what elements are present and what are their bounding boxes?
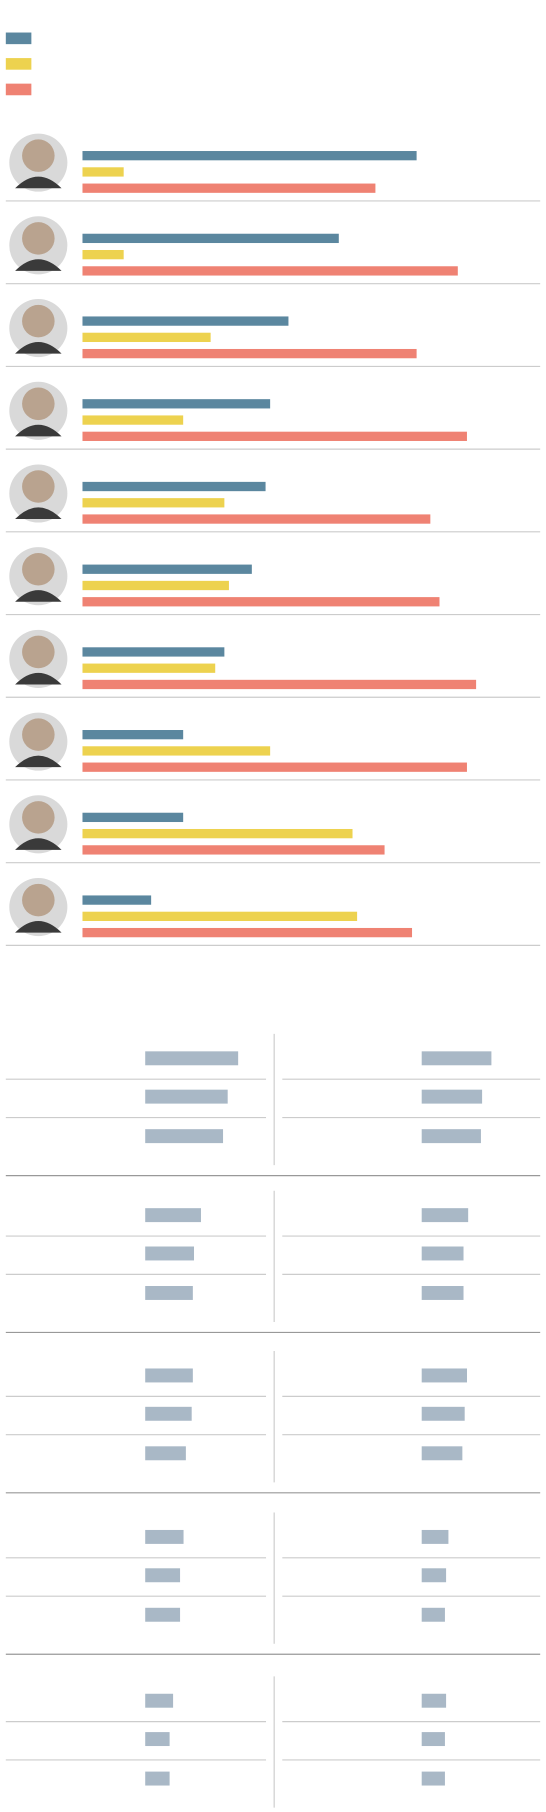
bar: [82, 415, 184, 425]
photo-body: [15, 342, 62, 354]
bar: [82, 233, 339, 244]
photo-head: [22, 718, 55, 751]
bar: [145, 1446, 186, 1461]
bar: [421, 1568, 447, 1583]
bar: [82, 151, 417, 161]
photo-head: [22, 883, 55, 917]
photo-body: [15, 838, 62, 850]
bar: [82, 564, 252, 574]
bar: [145, 1568, 181, 1583]
bar: [82, 249, 124, 260]
bar: [421, 1051, 492, 1066]
bar: [82, 332, 211, 343]
bar: [145, 1368, 193, 1383]
legend-swatch: [5, 83, 32, 96]
bar: [421, 1771, 445, 1786]
photo-body: [15, 920, 62, 933]
bar: [145, 1129, 224, 1144]
bar: [145, 1246, 195, 1261]
bar: [82, 348, 417, 359]
bar: [145, 1406, 192, 1421]
bar: [82, 316, 289, 326]
bar: [421, 1089, 483, 1104]
bar: [145, 1529, 184, 1544]
bar: [82, 431, 467, 441]
legend-swatch: [5, 32, 32, 45]
bar: [82, 911, 358, 921]
photo-head: [22, 552, 55, 586]
bar: [421, 1246, 464, 1261]
bar: [421, 1607, 445, 1622]
bar: [145, 1732, 170, 1747]
photo-head: [22, 635, 55, 669]
bar: [421, 1732, 445, 1747]
photo-body: [15, 259, 62, 271]
bar: [421, 1286, 464, 1300]
bar: [82, 927, 413, 938]
bar: [82, 845, 385, 855]
photo-head: [22, 304, 55, 338]
bar: [82, 730, 184, 740]
bar: [82, 895, 152, 905]
photo-body: [15, 590, 62, 602]
bar: [82, 399, 271, 409]
bar: [82, 597, 440, 607]
bar: [421, 1208, 469, 1223]
bar: [82, 514, 431, 524]
bar: [145, 1607, 181, 1622]
bar: [82, 167, 124, 177]
photo-head: [22, 139, 55, 172]
bar: [421, 1446, 463, 1461]
bar: [82, 481, 266, 492]
bar: [82, 762, 467, 772]
content: [5, 32, 541, 1808]
bar: [145, 1771, 170, 1786]
bar: [82, 679, 477, 690]
photo-body: [15, 176, 62, 189]
bar: [82, 498, 225, 508]
bar: [145, 1051, 239, 1066]
bar: [421, 1529, 449, 1544]
bar: [421, 1693, 447, 1708]
bar: [145, 1089, 228, 1104]
bar: [82, 647, 225, 657]
bar: [82, 828, 353, 839]
bar: [421, 1406, 465, 1421]
photo-head: [22, 387, 55, 421]
bar: [82, 746, 271, 756]
bar: [421, 1129, 481, 1144]
bar: [82, 580, 229, 591]
photo-head: [22, 222, 55, 255]
photo-body: [15, 755, 62, 768]
photo-body: [15, 672, 62, 685]
bar: [82, 266, 458, 276]
bar: [82, 183, 376, 193]
bar: [145, 1693, 174, 1708]
bar: [145, 1208, 201, 1223]
bar: [82, 812, 184, 823]
bar: [145, 1286, 193, 1300]
bar: [421, 1368, 468, 1383]
photo-body: [15, 424, 62, 437]
photo-head: [22, 801, 55, 834]
legend-swatch: [5, 58, 32, 70]
bar: [82, 663, 216, 673]
photo-head: [22, 470, 55, 503]
photo-body: [15, 507, 62, 520]
